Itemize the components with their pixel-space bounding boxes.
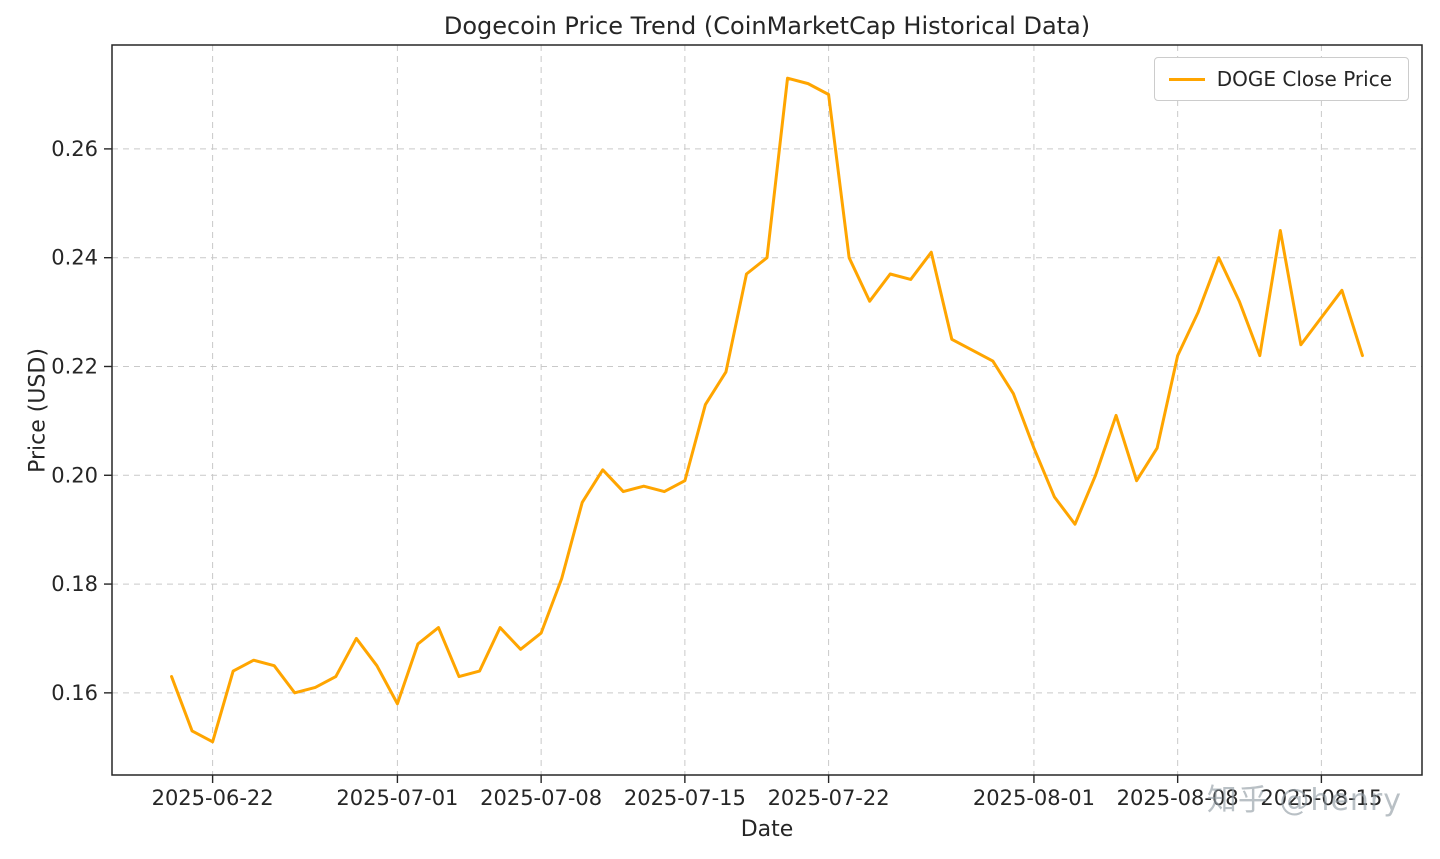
svg-text:2025-08-01: 2025-08-01 <box>973 786 1095 810</box>
svg-text:0.16: 0.16 <box>51 681 98 705</box>
legend: DOGE Close Price <box>1153 57 1409 101</box>
svg-text:0.26: 0.26 <box>51 137 98 161</box>
svg-text:2025-08-08: 2025-08-08 <box>1117 786 1239 810</box>
svg-text:0.24: 0.24 <box>51 246 98 270</box>
legend-line-swatch <box>1168 77 1205 81</box>
svg-text:2025-07-15: 2025-07-15 <box>624 786 746 810</box>
svg-text:2025-07-01: 2025-07-01 <box>336 786 458 810</box>
svg-text:2025-07-22: 2025-07-22 <box>768 786 890 810</box>
y-axis-label: Price (USD) <box>25 348 51 473</box>
svg-text:0.20: 0.20 <box>51 463 98 487</box>
svg-text:2025-08-15: 2025-08-15 <box>1260 786 1382 810</box>
svg-text:0.18: 0.18 <box>51 572 98 596</box>
svg-text:0.22: 0.22 <box>51 354 98 378</box>
svg-text:2025-07-08: 2025-07-08 <box>480 786 602 810</box>
x-axis-label: Date <box>740 817 794 842</box>
legend-label: DOGE Close Price <box>1216 67 1392 91</box>
svg-text:2025-06-22: 2025-06-22 <box>152 786 274 810</box>
chart-title: Dogecoin Price Trend (CoinMarketCap Hist… <box>443 12 1091 40</box>
